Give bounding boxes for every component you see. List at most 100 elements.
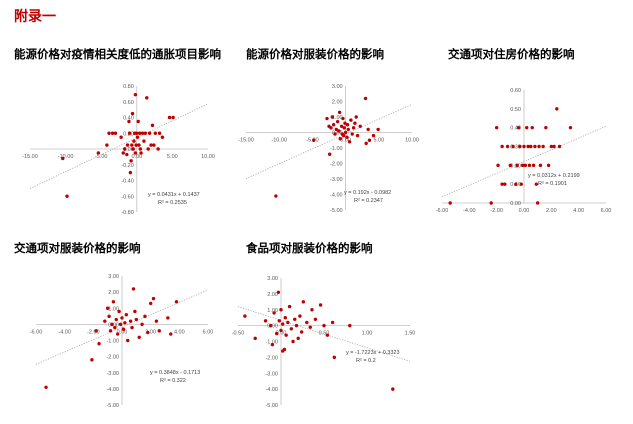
data-point: [337, 129, 341, 133]
data-point: [124, 313, 128, 317]
data-point: [44, 385, 48, 389]
x-tick-label: -6.00: [436, 208, 449, 214]
y-tick-label: -2.00: [106, 355, 119, 361]
chart-title-energy-apparel: 能源价格对服装价格的影响: [246, 49, 384, 61]
data-point: [529, 144, 533, 149]
data-point: [489, 201, 493, 205]
data-point: [130, 325, 134, 330]
data-point: [243, 314, 247, 318]
data-point: [298, 314, 302, 318]
x-tick-label: -5.00: [95, 154, 108, 160]
data-point: [279, 328, 283, 333]
data-point: [154, 319, 159, 323]
x-tick-label: -2.00: [87, 329, 100, 335]
data-point: [110, 131, 115, 135]
data-point: [150, 123, 155, 128]
data-point: [122, 147, 127, 151]
data-point: [61, 156, 65, 161]
data-point: [129, 159, 133, 163]
y-tick-label: -0.20: [121, 163, 134, 169]
y-tick-label: 3.00: [108, 274, 119, 280]
data-point: [268, 323, 273, 328]
data-point: [330, 320, 335, 325]
data-point: [125, 152, 129, 157]
data-point: [147, 131, 152, 135]
data-point: [533, 144, 537, 149]
data-point: [294, 323, 299, 328]
data-point: [116, 332, 120, 336]
data-point: [339, 124, 344, 128]
x-tick-label: 0.00: [519, 208, 530, 214]
data-point: [128, 170, 133, 175]
data-point: [376, 127, 380, 132]
y-tick-label: 0.00: [108, 322, 119, 328]
data-point: [334, 127, 339, 132]
data-point: [110, 322, 114, 327]
data-point: [331, 123, 336, 127]
trendline: [245, 103, 413, 180]
data-point: [131, 147, 135, 151]
data-point: [287, 304, 292, 309]
x-tick-label: -6.00: [30, 329, 43, 335]
data-point: [363, 96, 368, 101]
data-point: [503, 182, 507, 186]
trendline: [29, 103, 209, 189]
data-point: [117, 309, 121, 314]
x-tick-label: 0.00: [276, 331, 287, 337]
data-point: [508, 163, 513, 168]
data-point: [274, 194, 278, 198]
trendline-equation: y = 0.192x - 0.0982: [344, 190, 391, 196]
data-point: [134, 317, 139, 322]
data-point: [516, 125, 521, 130]
data-point: [391, 387, 395, 391]
data-point: [281, 322, 285, 326]
y-tick-label: 2.00: [108, 290, 119, 296]
x-tick-label: -15.00: [238, 138, 254, 144]
y-tick-label: 0.40: [123, 116, 134, 122]
data-point: [537, 144, 541, 149]
data-point: [341, 133, 346, 138]
x-tick-label: 6.00: [601, 208, 612, 214]
y-tick-label: 3.00: [267, 276, 278, 282]
x-tick-label: 6.00: [203, 329, 214, 335]
data-point: [349, 118, 353, 122]
r-squared: R² = 0.2535: [158, 200, 187, 206]
y-tick-label: -2.00: [330, 162, 343, 168]
y-tick-label: 0.60: [510, 88, 521, 94]
data-point: [140, 322, 144, 327]
data-point: [132, 139, 136, 143]
trendline: [441, 125, 607, 198]
data-point: [270, 342, 275, 347]
data-point: [511, 144, 515, 149]
data-point: [145, 96, 149, 100]
data-point: [253, 336, 257, 341]
data-point: [332, 355, 337, 360]
data-point: [166, 316, 170, 320]
y-tick-label: -1.00: [330, 146, 343, 152]
data-point: [293, 317, 297, 321]
data-point: [514, 182, 518, 186]
x-tick-label: 1.50: [405, 331, 416, 337]
data-point: [142, 139, 146, 143]
x-tick-label: 4.00: [174, 329, 185, 335]
trendline-equation: y = -1.7223x + 0.3323: [346, 350, 400, 356]
data-point: [277, 319, 281, 323]
data-point: [167, 115, 172, 120]
data-point: [94, 329, 98, 333]
data-point: [305, 320, 309, 325]
data-point: [169, 332, 173, 336]
data-point: [143, 131, 148, 135]
data-point: [133, 309, 137, 314]
data-point: [313, 317, 318, 321]
chart-title-energy-low-covid: 能源价格对疫情相关度低的通胀项目影响: [14, 49, 221, 61]
data-point: [337, 110, 342, 115]
data-point: [530, 125, 534, 130]
data-point: [133, 151, 138, 155]
data-point: [515, 163, 519, 168]
y-tick-label: 0.40: [510, 126, 521, 132]
data-point: [364, 141, 368, 146]
data-point: [119, 135, 123, 139]
trendline: [35, 289, 209, 365]
x-tick-label: 2.00: [546, 208, 557, 214]
